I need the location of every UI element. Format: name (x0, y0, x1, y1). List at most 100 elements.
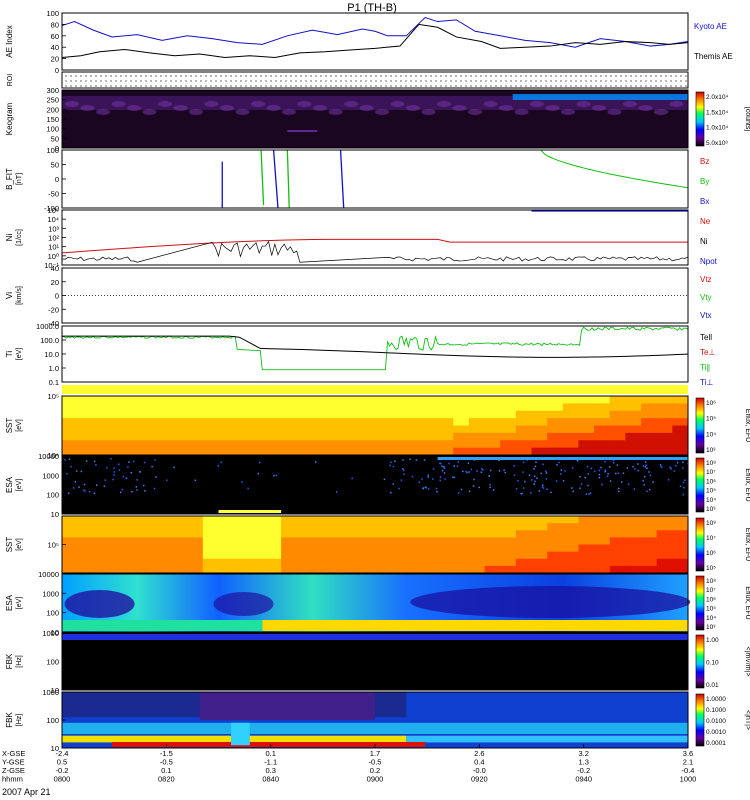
spectrogram-cell-sst2 (641, 516, 658, 524)
roi-dot (245, 75, 247, 77)
esa1-speckle (110, 458, 112, 460)
esa1-speckle (598, 476, 601, 479)
spectrogram-cell-sst2 (296, 530, 313, 538)
spectrogram-cell-sst1 (609, 396, 626, 404)
spectrogram-cell-sst2 (359, 537, 376, 545)
roi-dot (265, 85, 267, 87)
spectrogram-cell-sst2 (202, 530, 219, 538)
ylabel-units-bfit: [nT] (16, 173, 23, 185)
spectrogram-cell-sst2 (155, 551, 173, 560)
spectrogram-cell-sst2 (641, 565, 658, 574)
roi-dot (300, 75, 302, 77)
ytick-fbk2: 100 (46, 716, 59, 725)
spectrogram-cell-sst1 (62, 410, 79, 419)
ylabel-sst1: SST [eV] (5, 418, 23, 434)
spectrogram-cell-sst2 (625, 516, 642, 524)
roi-dot (275, 80, 277, 82)
spectrogram-cell-sst1 (155, 432, 173, 441)
esa1-speckle (541, 484, 544, 486)
colorbar-tick-sst1: 10⁵ (706, 416, 716, 423)
spectrogram-cell-sst2 (140, 551, 157, 560)
esa1-speckle (470, 468, 473, 471)
bottom-axis-value: -2.4 (56, 749, 69, 758)
spectrogram-cell-sst1 (656, 396, 673, 404)
spectrogram-cell-sst2 (531, 530, 548, 538)
spectrogram-cell-sst2 (218, 544, 235, 553)
roi-dot (595, 75, 597, 77)
spectrogram-cell-sst2 (93, 516, 110, 524)
roi-dot (600, 80, 602, 82)
spectrogram-cell-sst2 (187, 530, 204, 538)
spectrogram-cell-sst2 (500, 537, 517, 545)
esa1-speckle (132, 460, 135, 463)
spectrogram-cell-sst2 (93, 565, 110, 574)
spectrogram-cell-sst1 (578, 440, 595, 449)
esa1-speckle (143, 461, 146, 464)
roi-dot (505, 85, 507, 87)
ylabel-vi: Vi [km/s] (5, 286, 23, 305)
roi-dot (510, 80, 512, 82)
roi-dot (175, 80, 177, 82)
esa1-speckle (498, 459, 500, 462)
roi-dot (350, 85, 352, 87)
esa1-speckle (95, 464, 97, 466)
spectrogram-cell-sst1 (547, 410, 564, 419)
roi-dot (685, 85, 687, 87)
spectrogram-cell-sst2 (484, 523, 501, 531)
spectrogram-cell-sst1 (390, 418, 407, 426)
roi-dot (100, 85, 102, 87)
colorbar-label-sst2: Eflux, EFU (744, 528, 750, 561)
esa1-speckle (572, 490, 574, 493)
colorbar-sst1 (695, 397, 705, 454)
spectrogram-cell-sst2 (124, 565, 141, 574)
spectrogram-cell-sst2 (234, 537, 251, 545)
roi-dot (230, 85, 232, 87)
esa1-speckle (648, 471, 650, 473)
roi-dot (235, 75, 237, 77)
roi-dot (360, 75, 362, 77)
spectrogram-cell-sst2 (547, 565, 564, 574)
colorbar-tick-keogram: 2.0x10⁴ (706, 94, 729, 101)
spectrogram-cell-sst2 (609, 516, 626, 524)
roi-dot (240, 85, 242, 87)
spectrogram-cell-sst2 (609, 537, 626, 545)
spectrogram-cell-sst2 (672, 516, 689, 524)
roi-dot (370, 85, 372, 87)
esa1-speckle (402, 459, 404, 461)
colorbar-tick-esa1: 10⁷ (706, 469, 716, 476)
esa1-speckle (66, 472, 68, 475)
roi-dot (225, 85, 227, 87)
esa1-speckle (275, 474, 278, 477)
spectrogram-cell-sst1 (625, 425, 642, 434)
roi-dot (450, 80, 452, 82)
roi-dot (565, 85, 567, 87)
spectrogram-cell-sst2 (328, 544, 345, 553)
spectrogram-cell-sst1 (453, 432, 470, 441)
spectrogram-cell-sst1 (155, 447, 173, 456)
bfit-bx-spike (272, 149, 279, 209)
spectrogram-cell-sst2 (375, 565, 392, 574)
roi-dot (470, 85, 472, 87)
ytick-bfit: 100 (46, 146, 59, 155)
spectrogram-cell-sst1 (202, 425, 219, 434)
esa1-speckle (68, 492, 70, 495)
spectrogram-cell-sst2 (265, 537, 282, 545)
keogram-blob (623, 101, 637, 107)
spectrogram-cell-sst1 (500, 425, 517, 434)
spectrogram-cell-sst1 (187, 432, 204, 441)
spectrogram-cell-sst1 (421, 418, 439, 426)
roi-dot (290, 75, 292, 77)
spectrogram-cell-sst1 (484, 425, 501, 434)
spectrogram-cell-sst2 (578, 516, 595, 524)
bfit-by-spike (260, 149, 265, 206)
spectrogram-cell-sst1 (234, 418, 251, 426)
ytick-esa1: 10 (51, 510, 59, 519)
spectrogram-cell-sst2 (625, 551, 642, 560)
esa1-speckle (247, 487, 249, 490)
ylabel-sst2: SST [eV] (5, 537, 23, 553)
spectrogram-cell-sst2 (296, 558, 313, 567)
roi-dot (105, 85, 107, 87)
spectrogram-cell-sst1 (202, 410, 219, 419)
roi-dot (490, 75, 492, 77)
colorbar-tick-fbk1: 0.01 (706, 682, 719, 689)
